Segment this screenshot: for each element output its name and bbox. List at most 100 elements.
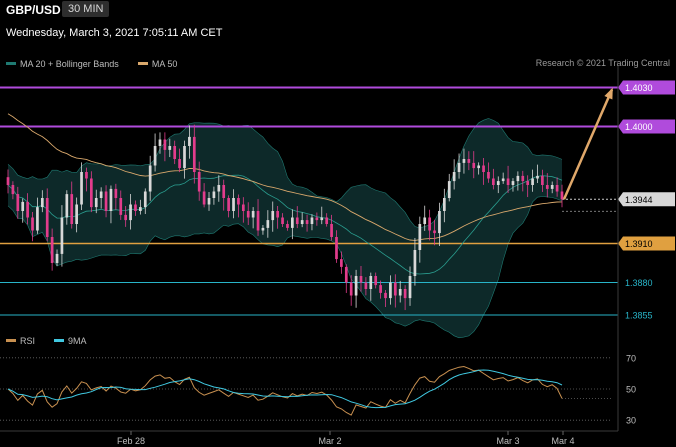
candle-body bbox=[271, 211, 275, 221]
candle-body bbox=[305, 220, 309, 224]
candle-body bbox=[168, 146, 172, 150]
price-levels bbox=[0, 86, 618, 316]
candle-body bbox=[222, 185, 226, 198]
candle-body bbox=[256, 211, 260, 231]
projection-arrow-line bbox=[562, 88, 614, 200]
level-label-5: 1.3855 bbox=[625, 311, 653, 321]
candle-body bbox=[413, 250, 417, 276]
x-tick-label-3: Mar 4 bbox=[551, 436, 574, 446]
level-label-2: 1.3944 bbox=[625, 195, 653, 205]
candle-body bbox=[178, 159, 181, 169]
level-label-3: 1.3910 bbox=[625, 239, 653, 249]
candle-body bbox=[75, 204, 78, 224]
candle-body bbox=[511, 181, 515, 185]
candle-body bbox=[286, 224, 289, 228]
candle-body bbox=[109, 188, 113, 211]
legend-swatch-bollinger bbox=[6, 62, 16, 66]
level-tag-2 bbox=[618, 192, 675, 207]
rsi-ma-line bbox=[7, 369, 563, 409]
candle-body bbox=[295, 217, 299, 224]
candle-body bbox=[482, 165, 485, 172]
candle-body bbox=[158, 139, 162, 146]
candle-body bbox=[359, 276, 363, 283]
candle-body bbox=[70, 194, 74, 224]
candle-body bbox=[536, 175, 539, 179]
legend-label-ma50: MA 50 bbox=[151, 58, 178, 69]
legend-label-bollinger: MA 20 + Bollinger Bands bbox=[20, 58, 119, 69]
candle-body bbox=[241, 204, 245, 211]
candle-body bbox=[173, 146, 177, 159]
candle-body bbox=[104, 191, 108, 211]
candle-body bbox=[501, 178, 505, 182]
candle-body bbox=[398, 289, 402, 296]
candle-body bbox=[555, 185, 559, 192]
candle-body bbox=[379, 285, 382, 293]
candle-body bbox=[467, 159, 471, 163]
candle-body bbox=[192, 136, 196, 172]
candle-body bbox=[487, 172, 490, 179]
candle-body bbox=[389, 282, 392, 299]
candle-body bbox=[438, 211, 441, 234]
candle-body bbox=[217, 185, 221, 192]
candle-body bbox=[60, 217, 64, 254]
candle-body bbox=[506, 178, 510, 185]
candle-body bbox=[320, 217, 324, 221]
candle-body bbox=[183, 146, 186, 169]
candle-body bbox=[129, 204, 132, 221]
candle-body bbox=[143, 191, 147, 208]
x-tick-label-0: Feb 28 bbox=[117, 436, 145, 446]
candle-body bbox=[251, 211, 255, 218]
legend-swatch-rsi bbox=[6, 339, 16, 343]
candle-body bbox=[281, 217, 284, 224]
candle-body bbox=[11, 185, 15, 195]
candle-body bbox=[94, 198, 98, 208]
candle-body bbox=[207, 198, 211, 205]
candle-body bbox=[212, 191, 216, 198]
interval-button[interactable]: 30 MIN bbox=[62, 1, 110, 17]
moving-averages bbox=[7, 113, 563, 275]
level-label-1: 1.4000 bbox=[625, 122, 653, 132]
projection-arrow bbox=[562, 87, 614, 200]
candle-body bbox=[550, 185, 554, 189]
price-legend: MA 20 + Bollinger Bands MA 50 bbox=[6, 58, 177, 69]
candle-body bbox=[85, 172, 88, 179]
level-tag-0 bbox=[618, 80, 675, 95]
candle-body bbox=[541, 175, 544, 185]
chart-header: GBP/USD 30 MIN bbox=[0, 0, 676, 20]
candle-body bbox=[163, 139, 167, 150]
candle-body bbox=[560, 191, 564, 200]
candle-body bbox=[531, 178, 534, 185]
candle-body bbox=[428, 217, 431, 231]
candle-body bbox=[197, 172, 201, 192]
candle-body bbox=[364, 282, 368, 289]
candle-body bbox=[232, 198, 235, 211]
x-tick-label-1: Mar 2 bbox=[318, 436, 341, 446]
candle-body bbox=[452, 172, 456, 182]
candle-body bbox=[21, 201, 25, 211]
candle-body bbox=[472, 162, 476, 169]
candle-body bbox=[148, 165, 152, 192]
rsi-tick-50: 50 bbox=[626, 385, 636, 395]
candle-body bbox=[310, 217, 314, 224]
candle-body bbox=[496, 181, 500, 185]
candle-body bbox=[433, 230, 436, 234]
chart-datetime: Wednesday, March 3, 2021 7:05:11 AM CET bbox=[6, 27, 223, 39]
candle-body bbox=[153, 146, 157, 166]
candle-body bbox=[462, 159, 466, 163]
candle-body bbox=[291, 217, 294, 228]
level-label-0: 1.4030 bbox=[625, 83, 653, 93]
candlesticks bbox=[6, 124, 564, 311]
candle-body bbox=[330, 224, 333, 237]
candle-body bbox=[188, 136, 191, 146]
candle-body bbox=[26, 201, 29, 218]
candle-body bbox=[457, 162, 461, 172]
candle-body bbox=[227, 198, 230, 211]
rsi-legend: RSI 9MA bbox=[6, 335, 87, 346]
candle-body bbox=[521, 175, 525, 182]
candle-body bbox=[246, 211, 250, 218]
candle-body bbox=[374, 276, 378, 286]
candle-body bbox=[477, 165, 481, 169]
candle-body bbox=[80, 172, 83, 205]
level-label-4: 1.3880 bbox=[625, 278, 653, 288]
candle-body bbox=[114, 188, 118, 198]
